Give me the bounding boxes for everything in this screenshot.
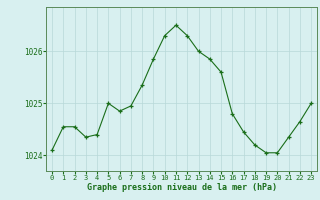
X-axis label: Graphe pression niveau de la mer (hPa): Graphe pression niveau de la mer (hPa) <box>87 183 276 192</box>
